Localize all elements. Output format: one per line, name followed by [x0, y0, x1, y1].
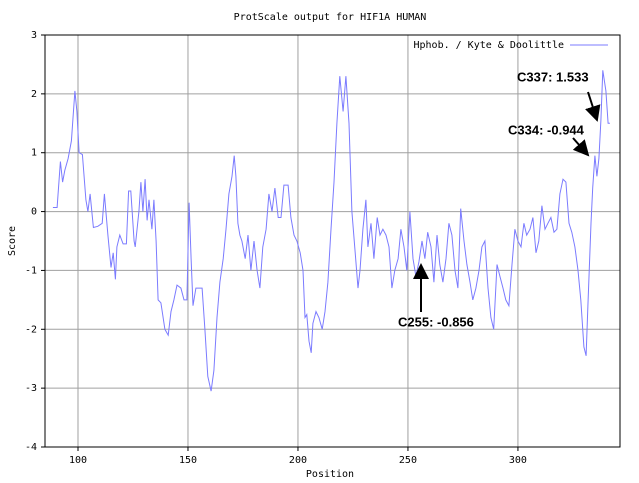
y-tick-label: -1 — [25, 265, 37, 276]
legend-label: Hphob. / Kyte & Doolittle — [413, 40, 564, 51]
y-tick-label: 2 — [31, 89, 37, 100]
y-tick-label: 3 — [31, 30, 37, 41]
chart-title: ProtScale output for HIF1A HUMAN — [234, 12, 427, 23]
annotation: C255: -0.856 — [398, 314, 474, 329]
annotation-arrows — [413, 91, 601, 312]
y-axis-label: Score — [7, 226, 18, 256]
annotation: C334: -0.944 — [508, 122, 585, 137]
y-tick-label: -2 — [25, 324, 37, 335]
x-tick-label: 250 — [399, 455, 417, 466]
y-tick-label: 0 — [31, 207, 37, 218]
y-tick-label: -4 — [25, 442, 37, 453]
x-tick-label: 150 — [179, 455, 197, 466]
x-tick-label: 300 — [509, 455, 527, 466]
plot-frame — [44, 34, 621, 448]
annotation: C337: 1.533 — [517, 69, 589, 84]
x-tick-label: 200 — [289, 455, 307, 466]
x-axis-label: Position — [306, 469, 354, 480]
data-line — [52, 70, 610, 392]
arrow — [572, 137, 590, 157]
y-tick-label: -3 — [25, 383, 37, 394]
x-tick-label: 100 — [69, 455, 87, 466]
y-tick-label: 1 — [31, 148, 37, 159]
arrow — [585, 91, 601, 122]
